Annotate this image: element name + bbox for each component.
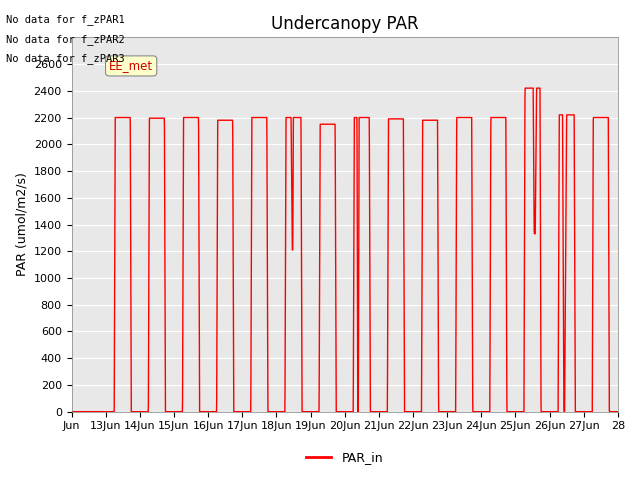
Legend: PAR_in: PAR_in bbox=[301, 446, 388, 469]
Text: No data for f_zPAR3: No data for f_zPAR3 bbox=[6, 53, 125, 64]
Text: No data for f_zPAR1: No data for f_zPAR1 bbox=[6, 14, 125, 25]
Title: Undercanopy PAR: Undercanopy PAR bbox=[271, 15, 419, 33]
Text: No data for f_zPAR2: No data for f_zPAR2 bbox=[6, 34, 125, 45]
Y-axis label: PAR (umol/m2/s): PAR (umol/m2/s) bbox=[15, 173, 28, 276]
Text: EE_met: EE_met bbox=[109, 60, 153, 72]
